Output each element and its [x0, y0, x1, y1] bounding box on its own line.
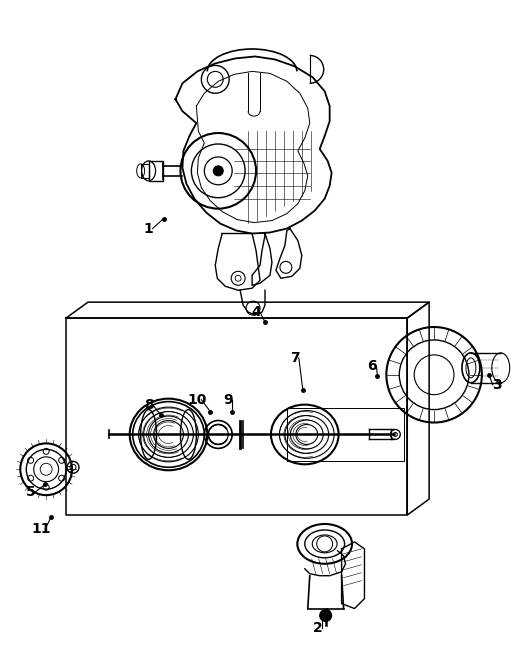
Bar	[141, 164, 149, 178]
Text: 5: 5	[26, 485, 36, 499]
Text: 7: 7	[290, 351, 299, 365]
Text: 3: 3	[492, 378, 501, 392]
Text: 10: 10	[188, 392, 207, 406]
Text: 4: 4	[251, 305, 261, 319]
Text: 8: 8	[144, 398, 153, 412]
Text: 6: 6	[368, 359, 377, 373]
Text: 11: 11	[31, 522, 51, 536]
Text: 1: 1	[144, 221, 153, 235]
Text: 2: 2	[313, 621, 323, 635]
Text: 9: 9	[223, 392, 233, 406]
Bar	[149, 161, 162, 181]
Circle shape	[213, 166, 223, 176]
Circle shape	[320, 609, 332, 621]
Text: ə: ə	[66, 464, 72, 474]
